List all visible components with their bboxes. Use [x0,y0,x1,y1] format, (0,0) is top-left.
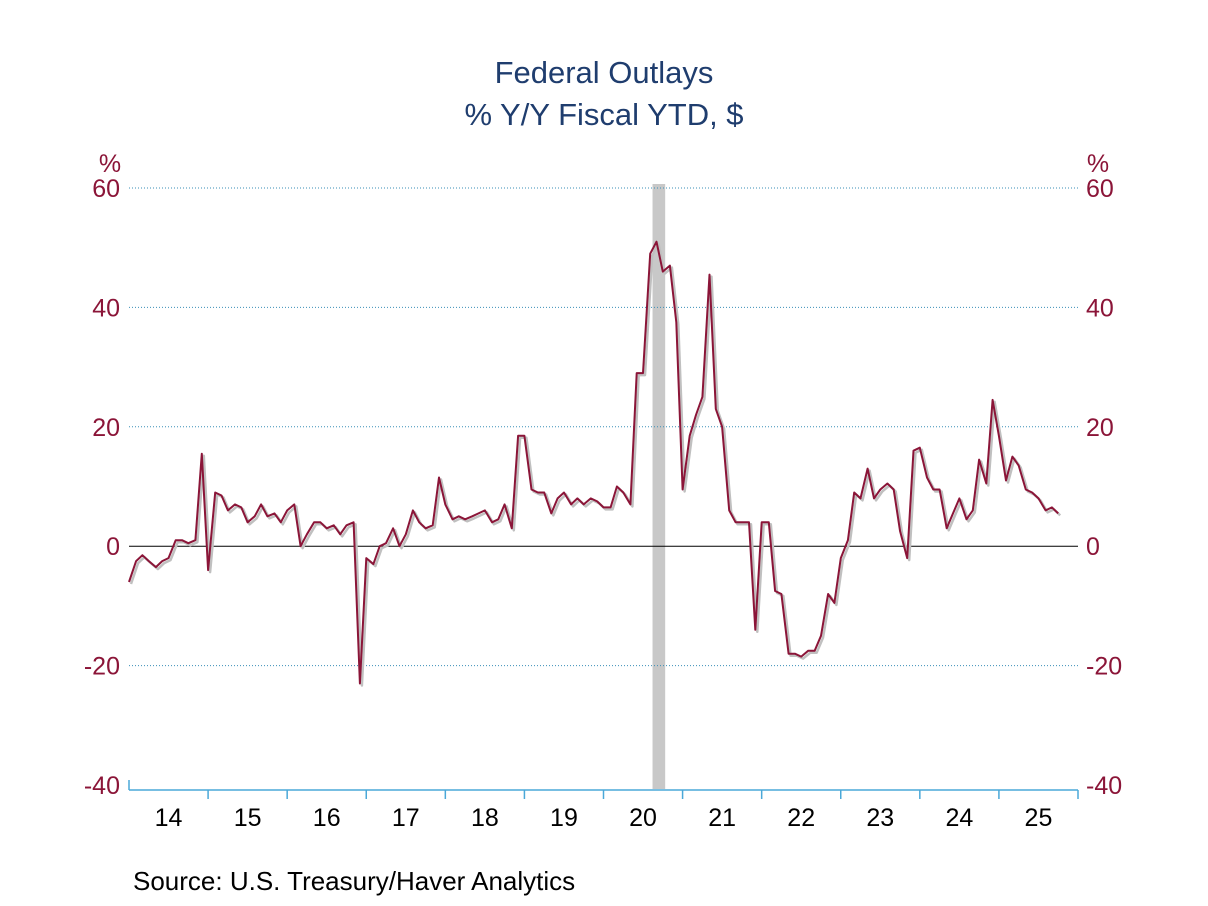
y-tick-label-right: 40 [1086,294,1114,322]
x-tick-label: 17 [392,804,420,832]
y-tick-label-right: 20 [1086,414,1114,442]
y-tick-label-right: 0 [1086,533,1100,561]
y-tick-label-right: -40 [1086,772,1122,800]
x-tick-label: 22 [787,804,815,832]
x-tick-label: 21 [708,804,736,832]
x-tick-label: 25 [1025,804,1053,832]
y-tick-label-right: 60 [1086,175,1114,203]
x-tick-label: 18 [471,804,499,832]
y-unit-right: % [1087,150,1109,178]
x-tick-label: 23 [866,804,894,832]
x-tick-label: 19 [550,804,578,832]
chart-subtitle: % Y/Y Fiscal YTD, $ [464,97,744,132]
x-tick-label: 20 [629,804,657,832]
x-tick-label: 24 [945,804,973,832]
x-tick-label: 14 [155,804,183,832]
y-tick-label-left: -40 [84,772,120,800]
y-unit-left: % [99,150,121,178]
chart-title: Federal Outlays [494,55,714,90]
x-tick-label: 16 [313,804,341,832]
y-tick-label-left: 0 [106,533,120,561]
y-tick-label-left: -20 [84,653,120,681]
y-tick-label-left: 60 [92,175,120,203]
recession-band [652,184,666,789]
series-line-shadow [129,242,1062,687]
series-line [128,240,1059,685]
y-tick-label-right: -20 [1086,653,1122,681]
source-note: Source: U.S. Treasury/Haver Analytics [133,866,576,896]
y-tick-label-left: 40 [92,294,120,322]
x-tick-label: 15 [234,804,262,832]
y-tick-label-left: 20 [92,414,120,442]
